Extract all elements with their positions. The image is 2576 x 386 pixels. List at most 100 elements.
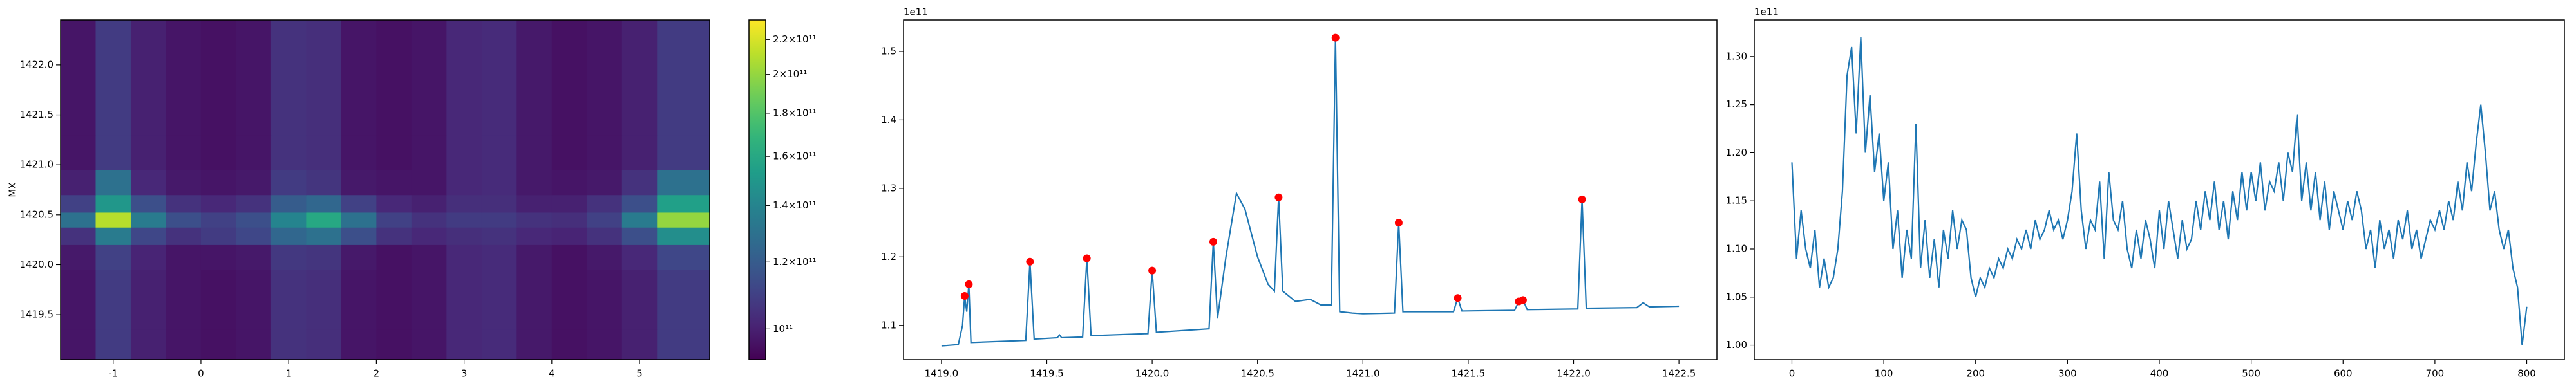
heatmap-cell	[551, 270, 587, 300]
peak-marker	[1394, 219, 1403, 227]
heatmap-cell	[61, 244, 96, 270]
heatmap-cell	[551, 194, 587, 213]
peak-marker	[1454, 294, 1462, 302]
offset-text: 1e11	[1754, 6, 1779, 18]
heatmap-cell	[306, 134, 342, 170]
heatmap-cell	[61, 55, 96, 95]
heatmap-cell	[587, 329, 623, 360]
heatmap-cell	[270, 134, 307, 170]
heatmap-cell	[481, 134, 517, 170]
x-tick-label: 1	[285, 368, 292, 380]
heatmap-cell	[446, 227, 482, 245]
x-tick-label: 1419.5	[1030, 368, 1064, 380]
heatmap-cell	[236, 95, 272, 136]
heatmap-cell	[587, 194, 623, 213]
heatmap-cell	[657, 20, 710, 55]
heatmap-cell	[621, 95, 658, 136]
heatmap-cell	[341, 270, 377, 300]
x-tick-label: 4	[549, 368, 555, 380]
heatmap-cell	[236, 169, 272, 196]
heatmap-cell	[587, 95, 623, 136]
heatmap-cell	[306, 55, 342, 95]
offset-text: 1e11	[904, 6, 928, 18]
heatmap-cell	[621, 270, 658, 300]
heatmap-cell	[166, 55, 202, 95]
heatmap-cell	[236, 194, 272, 213]
colorbar-tick-label: 10¹¹	[773, 323, 793, 335]
heatmap-cell	[306, 95, 342, 136]
data-line	[1791, 37, 2528, 345]
heatmap-cell	[411, 227, 447, 245]
heatmap-cell	[376, 194, 412, 213]
axes-frame	[903, 19, 1718, 360]
heatmap-cell	[516, 20, 553, 55]
heatmap-cell	[657, 169, 710, 196]
heatmap-cell	[130, 20, 166, 55]
heatmap-cell	[270, 20, 307, 55]
heatmap-cell	[657, 55, 710, 95]
heatmap-cell	[95, 169, 131, 196]
heatmap-cell	[657, 212, 710, 228]
heatmap-cell	[376, 227, 412, 245]
heatmap-cell	[270, 95, 307, 136]
peak-marker	[1578, 195, 1586, 203]
heatmap-cell	[481, 55, 517, 95]
x-tick-label: 2	[374, 368, 380, 380]
heatmap-cell	[551, 134, 587, 170]
y-tick-label: 1.05	[1726, 291, 1747, 302]
heatmap-cell	[481, 244, 517, 270]
y-tick-label: 1.1	[881, 319, 896, 331]
data-line	[941, 37, 1680, 347]
heatmap-cell	[95, 194, 131, 213]
heatmap-cell	[341, 329, 377, 360]
heatmap-cell	[587, 270, 623, 300]
heatmap-cell	[236, 227, 272, 245]
x-tick-label: 1421.5	[1452, 368, 1486, 380]
x-tick-label: 200	[1966, 368, 1985, 380]
heatmap-cell	[446, 194, 482, 213]
heatmap-cell	[481, 169, 517, 196]
heatmap-cell	[376, 270, 412, 300]
heatmap-cell	[200, 212, 236, 228]
heatmap-cell	[587, 299, 623, 330]
heatmap-cell	[621, 194, 658, 213]
heatmap-cell	[621, 20, 658, 55]
heatmap-cell	[657, 270, 710, 300]
heatmap-cell	[516, 270, 553, 300]
heatmap-cell	[516, 55, 553, 95]
heatmap-cell	[341, 55, 377, 95]
heatmap-cell	[446, 299, 482, 330]
y-tick-label: 1.25	[1726, 98, 1747, 110]
heatmap-cell	[306, 20, 342, 55]
heatmap-cell	[61, 134, 96, 170]
y-tick-label: 1422.0	[20, 59, 54, 70]
heatmap-cell	[587, 244, 623, 270]
heatmap-cell	[411, 20, 447, 55]
heatmap-cell	[236, 212, 272, 228]
heatmap-cell	[200, 20, 236, 55]
heatmap-cell	[61, 95, 96, 136]
heatmap-cell	[587, 227, 623, 245]
heatmap-cell	[61, 194, 96, 213]
heatmap-cell	[376, 244, 412, 270]
heatmap-cell	[200, 270, 236, 300]
heatmap-cell	[130, 299, 166, 330]
heatmap-cell	[411, 55, 447, 95]
peak-marker	[1331, 33, 1340, 42]
heatmap-cell	[130, 169, 166, 196]
heatmap-cell	[411, 169, 447, 196]
heatmap-cell	[166, 134, 202, 170]
heatmap-cell	[200, 244, 236, 270]
heatmap-cell	[481, 95, 517, 136]
heatmap-cell	[657, 194, 710, 213]
heatmap-cell	[270, 244, 307, 270]
x-tick-label: 400	[2150, 368, 2169, 380]
heatmap-cell	[376, 55, 412, 95]
heatmap-cell	[166, 169, 202, 196]
heatmap-cell	[341, 169, 377, 196]
heatmap-cell	[516, 244, 553, 270]
heatmap-cell	[376, 169, 412, 196]
heatmap-cell	[657, 134, 710, 170]
heatmap-cell	[166, 299, 202, 330]
heatmap-cell	[516, 212, 553, 228]
